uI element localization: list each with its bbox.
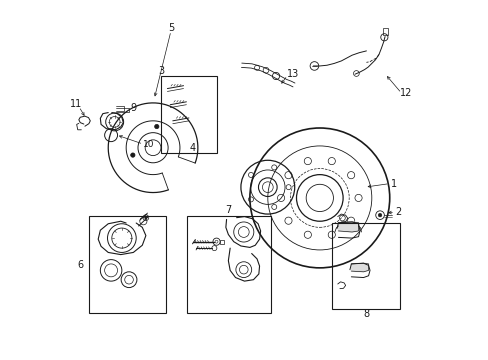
Text: 5: 5 [167,23,174,33]
Text: 6: 6 [77,260,83,270]
Circle shape [154,125,159,129]
Text: 1: 1 [390,179,396,189]
Text: 11: 11 [70,99,82,109]
Text: 8: 8 [363,309,369,319]
Polygon shape [338,222,358,232]
Text: 3: 3 [158,66,164,76]
Polygon shape [351,263,368,272]
Bar [382,28,387,35]
Text: 2: 2 [395,207,401,217]
Bar [187,216,271,313]
Circle shape [144,217,147,219]
Text: 13: 13 [286,69,299,79]
Bar [161,76,217,153]
Text: 7: 7 [225,206,231,216]
Bar [332,223,400,309]
Text: 10: 10 [142,140,154,149]
Text: 9: 9 [130,103,136,113]
Bar [220,239,224,244]
Text: 12: 12 [399,88,411,98]
Circle shape [130,153,135,157]
Bar [88,216,165,313]
Circle shape [378,213,381,217]
Text: 4: 4 [189,143,195,153]
